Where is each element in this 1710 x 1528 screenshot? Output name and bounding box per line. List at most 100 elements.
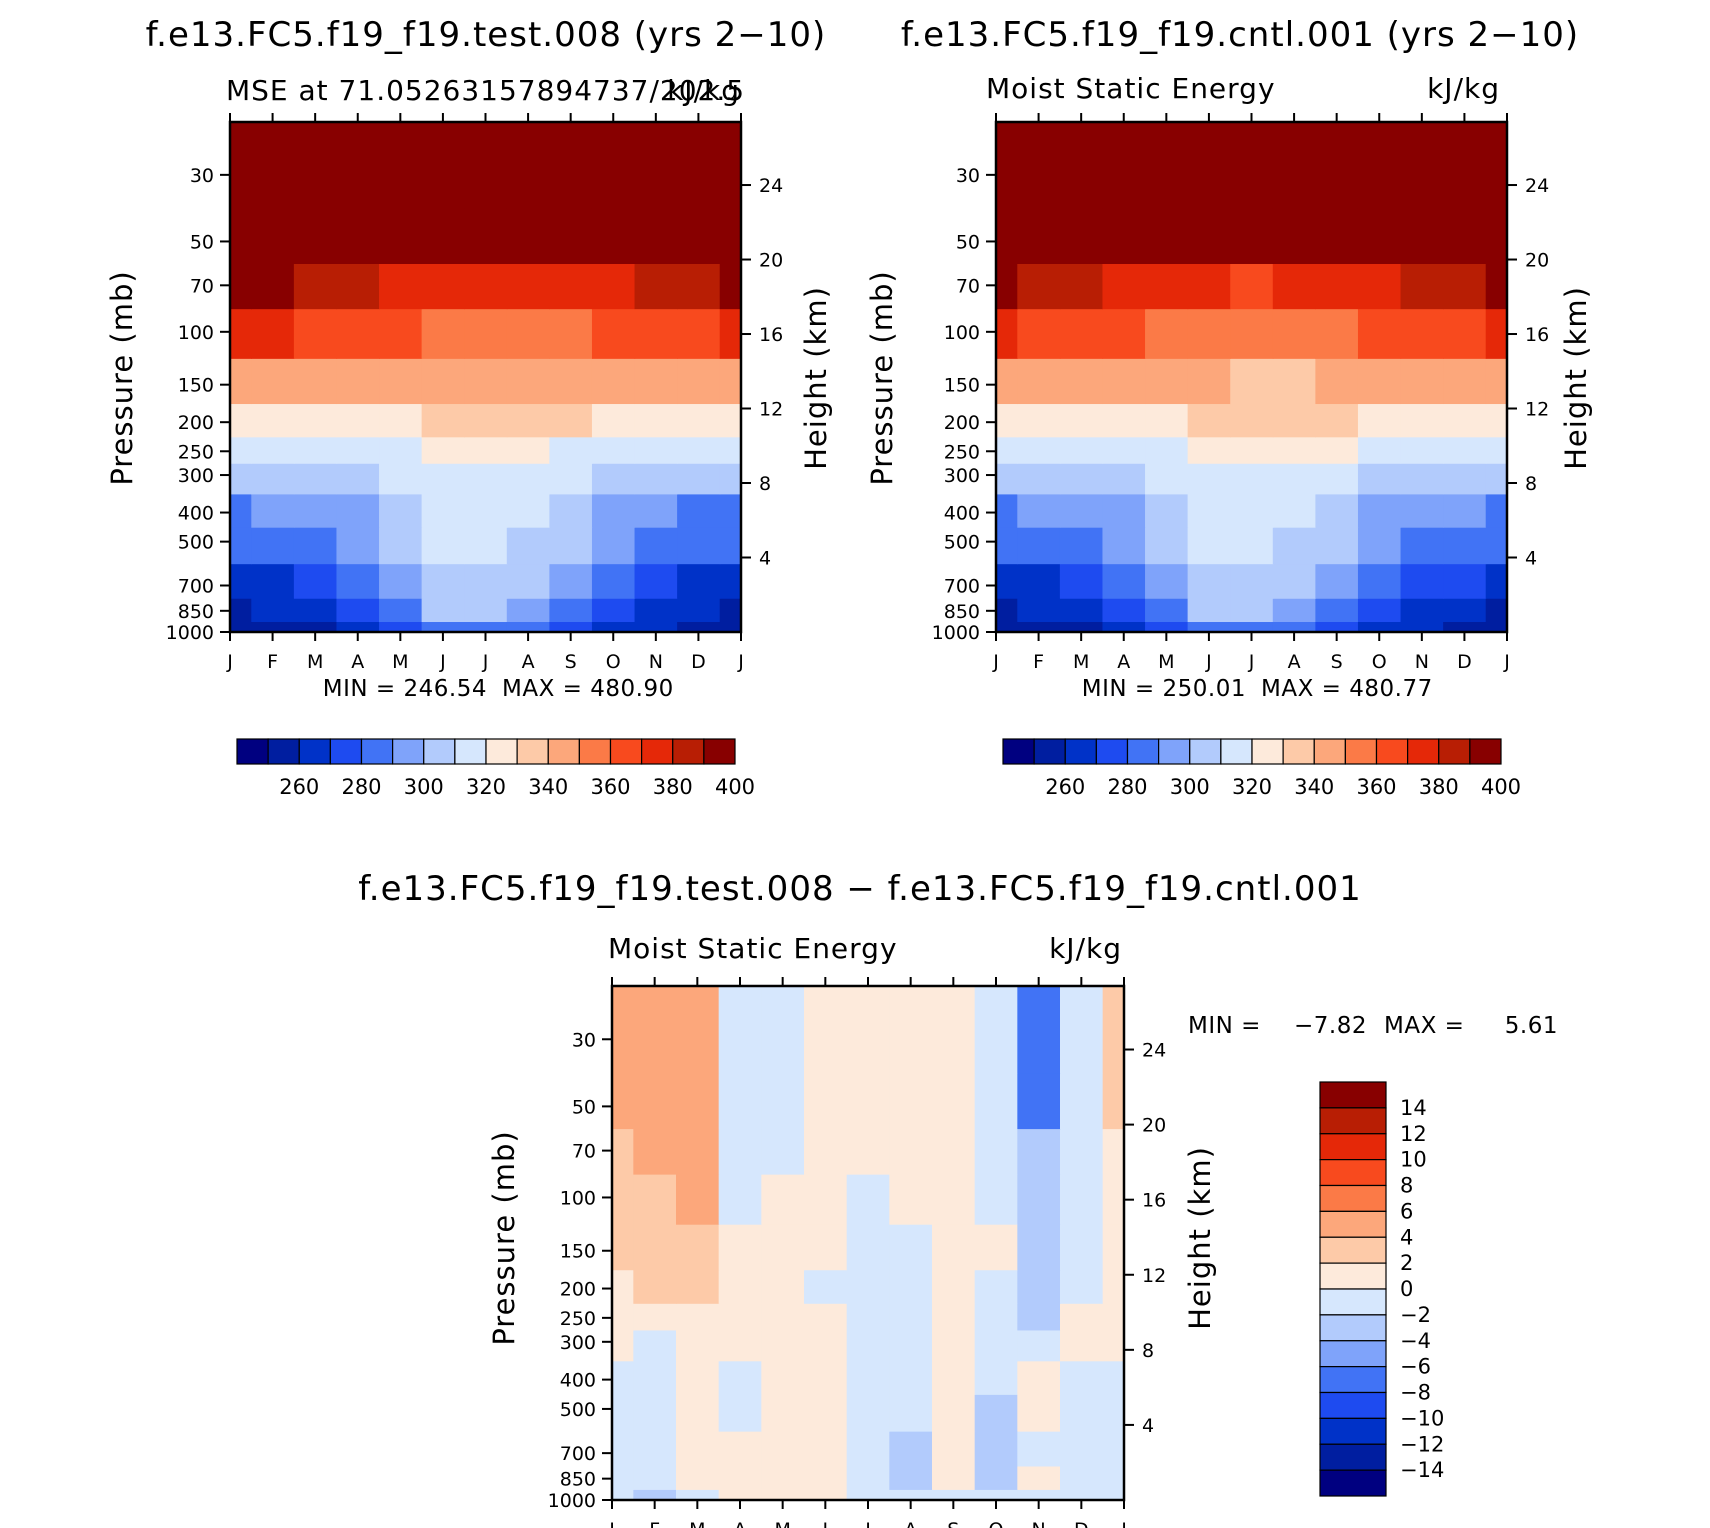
field-cell: [379, 621, 423, 632]
field-cell: [464, 621, 508, 632]
field-cell: [889, 1072, 933, 1130]
y-right-tick-label: 24: [759, 175, 783, 197]
colorbar-swatch: [236, 738, 269, 765]
field-cell: [974, 1269, 1018, 1304]
colorbar-swatch: [1319, 1159, 1387, 1187]
field-cell: [889, 1431, 933, 1467]
field-cell: [293, 308, 338, 359]
colorbar-swatch: [1189, 738, 1222, 765]
field-cell: [549, 208, 593, 264]
field-cell: [251, 403, 295, 438]
field-cell: [1272, 308, 1316, 359]
panel-diff-min-label: MIN =: [1188, 1013, 1261, 1039]
field-cell: [1485, 598, 1507, 623]
field-cell: [1315, 263, 1359, 310]
colorbar-label: 340: [1294, 775, 1334, 799]
y-tick-label: 50: [572, 1096, 596, 1118]
y-tick-label: 400: [178, 503, 214, 525]
colorbar-swatch: [609, 738, 643, 765]
field-cell: [336, 493, 380, 528]
field-cell: [676, 1174, 720, 1225]
field-cell: [1017, 1128, 1061, 1175]
field-cell: [1059, 621, 1104, 632]
field-cell: [591, 122, 636, 209]
field-cell: [591, 621, 636, 632]
field-cell: [336, 598, 380, 623]
field-cell: [718, 1329, 762, 1362]
field-cell: [1230, 598, 1274, 623]
field-cell: [761, 1431, 805, 1467]
colorbar-label: 300: [1170, 775, 1210, 799]
field-cell: [421, 208, 465, 264]
field-cell: [634, 563, 678, 599]
field-cell: [1485, 403, 1507, 438]
field-cell: [464, 403, 508, 438]
field-cell: [1187, 527, 1231, 565]
field-cell: [1102, 1072, 1124, 1130]
panel-diff-cells: [612, 986, 1124, 1500]
field-cell: [336, 358, 380, 405]
y-right-tick-label: 16: [1142, 1190, 1166, 1212]
field-cell: [1102, 563, 1146, 599]
field-cell: [1059, 436, 1104, 464]
y-tick-label: 200: [944, 412, 980, 434]
colorbar-swatch: [1438, 738, 1471, 765]
field-cell: [718, 1431, 762, 1467]
field-cell: [677, 208, 721, 264]
field-cell: [1059, 527, 1104, 565]
field-cell: [1060, 986, 1104, 1074]
field-cell: [549, 598, 593, 623]
colorbar-swatch: [1158, 738, 1191, 765]
field-cell: [633, 1174, 677, 1225]
field-cell: [1145, 493, 1189, 528]
field-cell: [612, 1269, 634, 1304]
field-cell: [1400, 563, 1444, 599]
field-cell: [1443, 308, 1487, 359]
field-cell: [996, 436, 1018, 464]
field-cell: [612, 1224, 634, 1271]
colorbar-swatch: [1251, 738, 1284, 765]
field-cell: [677, 263, 721, 310]
field-cell: [634, 308, 678, 359]
field-cell: [1102, 1431, 1124, 1467]
field-cell: [1357, 598, 1402, 623]
field-cell: [1017, 1360, 1061, 1395]
field-cell: [464, 208, 508, 264]
x-tick-label: S: [1331, 651, 1343, 673]
y-tick-label: 100: [944, 322, 980, 344]
field-cell: [1017, 1303, 1061, 1331]
field-cell: [1017, 263, 1061, 310]
field-cell: [1485, 621, 1507, 632]
field-cell: [1315, 621, 1359, 632]
field-cell: [889, 1128, 933, 1175]
field-cell: [1443, 403, 1487, 438]
field-cell: [996, 527, 1018, 565]
y-right-tick-label: 4: [1142, 1415, 1154, 1437]
field-cell: [1102, 403, 1146, 438]
field-cell: [1102, 358, 1146, 405]
x-tick-label: M: [689, 1519, 705, 1528]
field-cell: [1272, 263, 1316, 310]
y-tick-label: 850: [944, 601, 980, 623]
colorbar-label: −2: [1400, 1303, 1431, 1327]
field-cell: [718, 986, 762, 1074]
field-cell: [506, 208, 550, 264]
field-cell: [1017, 493, 1061, 528]
field-cell: [761, 1303, 805, 1331]
field-cell: [1187, 436, 1231, 464]
y-right-tick-label: 8: [1142, 1340, 1154, 1362]
panel-test-cells: [230, 122, 741, 632]
field-cell: [1102, 263, 1146, 310]
field-cell: [761, 1269, 805, 1304]
field-cell: [1059, 403, 1104, 438]
field-cell: [932, 986, 976, 1074]
field-cell: [1485, 493, 1507, 528]
field-cell: [293, 358, 338, 405]
field-cell: [1102, 1465, 1124, 1490]
field-cell: [612, 986, 634, 1074]
field-cell: [251, 208, 295, 264]
field-cell: [251, 463, 295, 495]
panel-test: MSE at 71.05263157894737/202.5 kJ/kg MIN…: [105, 74, 833, 799]
field-cell: [1443, 563, 1487, 599]
y-right-tick-label: 20: [1142, 1115, 1166, 1137]
